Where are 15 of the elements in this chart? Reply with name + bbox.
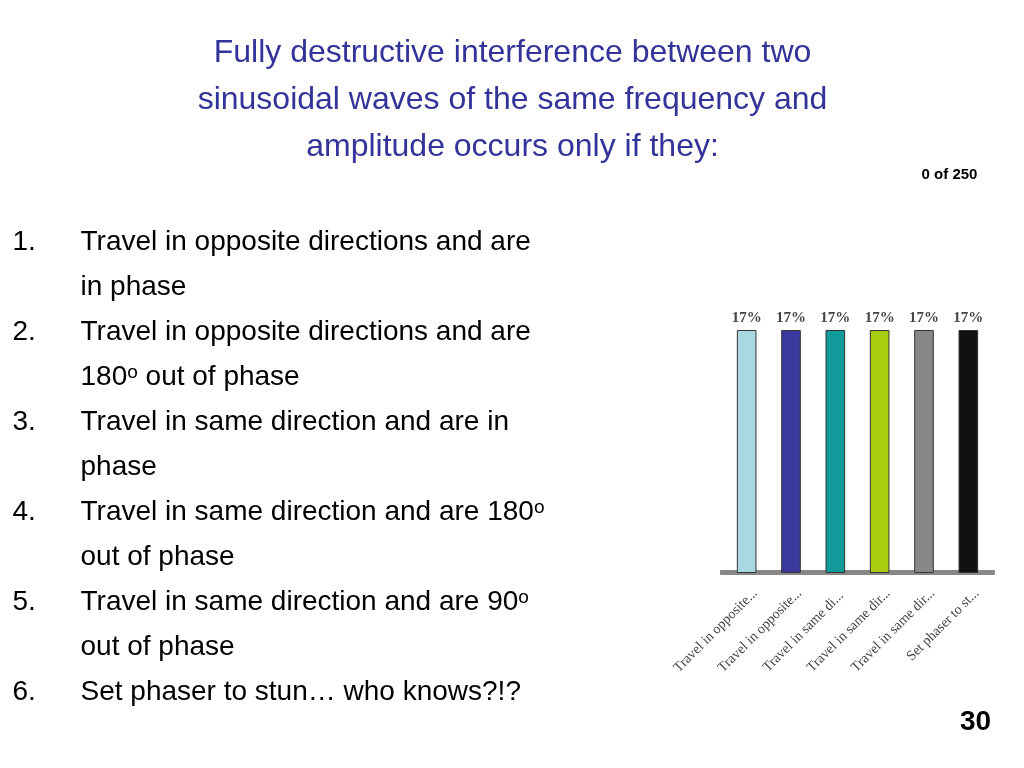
data-label: 17% bbox=[864, 308, 895, 325]
text: 2. Travel in opposite directions and are 180ᵒ out of phase bbox=[12, 315, 531, 391]
text: 30 bbox=[959, 705, 992, 736]
text: 3. Travel in same direction and are in phase bbox=[12, 405, 510, 481]
data-label: 17% bbox=[953, 308, 984, 325]
text: 6. Set phaser to stun… who knows?!? bbox=[12, 675, 521, 706]
data-label: 17% bbox=[731, 308, 762, 325]
chart-title: Fully destructive interference between two sinusoidal waves of the same frequency and amplitude occurs only if they: bbox=[197, 32, 828, 163]
text: 5. Travel in same direction and are 90ᵒ out of phase bbox=[12, 585, 529, 661]
text: 4. Travel in same direction and are 180ᵒ out of phase bbox=[12, 495, 545, 571]
data-label: 17% bbox=[820, 308, 851, 325]
data-label: 17% bbox=[776, 308, 806, 325]
text: 0 of 250 bbox=[921, 165, 978, 182]
text: 1. Travel in opposite directions and are in phase bbox=[12, 225, 531, 301]
data-label: 17% bbox=[909, 308, 939, 325]
